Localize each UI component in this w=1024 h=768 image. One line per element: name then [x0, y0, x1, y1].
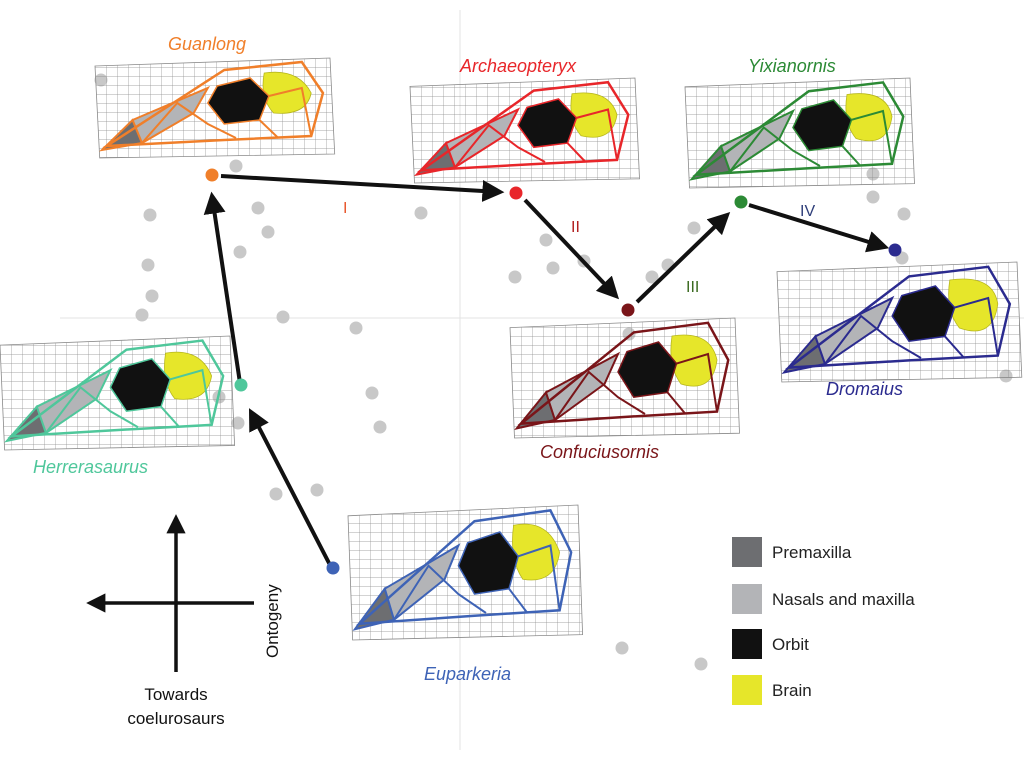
arrow-step-I — [220, 174, 505, 202]
taxon-points — [205, 168, 902, 575]
grey-specimen-point — [135, 308, 149, 322]
legend-swatch-brain — [732, 675, 762, 705]
grey-specimen-point — [546, 261, 560, 275]
skull-guanlong — [94, 57, 336, 159]
point-euparkeria — [326, 561, 340, 575]
legend-label-nasals-maxilla: Nasals and maxilla — [772, 590, 915, 609]
direction-key: Ontogeny Towards coelurosaurs — [86, 514, 282, 728]
grey-specimen-point — [229, 159, 243, 173]
grey-specimen-point — [687, 221, 701, 235]
label-dromaius: Dromaius — [826, 379, 903, 399]
ontogeny-label: Ontogeny — [263, 584, 282, 658]
grey-specimen-point — [143, 208, 157, 222]
label-archaeopteryx: Archaeopteryx — [459, 56, 577, 76]
step-label-II: II — [571, 219, 580, 236]
grey-specimen-point — [508, 270, 522, 284]
point-archaeopteryx — [509, 186, 523, 200]
grey-specimen-point — [615, 641, 629, 655]
grey-specimen-point — [233, 245, 247, 259]
skull-euparkeria — [347, 504, 584, 641]
grey-specimen-point — [373, 420, 387, 434]
legend: Premaxilla Nasals and maxilla Orbit Brai… — [732, 537, 915, 705]
arrow-step-II — [523, 198, 620, 300]
grey-specimen-point — [866, 190, 880, 204]
step-label-IV: IV — [800, 203, 815, 220]
point-confuciusornis — [621, 303, 635, 317]
skull-herrerasaurus — [0, 335, 236, 451]
step-label-III: III — [686, 279, 699, 296]
grey-specimen-point — [897, 207, 911, 221]
grey-specimen-point — [365, 386, 379, 400]
grey-specimen-point — [276, 310, 290, 324]
grey-specimen-point — [645, 270, 659, 284]
skull-archaeopteryx — [409, 77, 640, 184]
grey-specimen-point — [349, 321, 363, 335]
grey-specimen-point — [269, 487, 283, 501]
label-yixianornis: Yixianornis — [748, 56, 836, 76]
grey-specimen-point — [539, 233, 553, 247]
grey-specimen-point — [251, 201, 265, 215]
skull-confuciusornis — [509, 317, 740, 439]
taxon-labels: Guanlong Archaeopteryx Yixianornis Confu… — [33, 34, 903, 684]
label-confuciusornis: Confuciusornis — [540, 442, 659, 462]
skull-yixianornis — [684, 77, 915, 189]
label-herrerasaurus: Herrerasaurus — [33, 457, 148, 477]
grey-specimen-point — [231, 416, 245, 430]
point-herrerasaurus — [234, 378, 248, 392]
step-labels: I II III IV — [343, 200, 815, 296]
arrow-step-III — [635, 211, 731, 304]
point-yixianornis — [734, 195, 748, 209]
skull-dromaius — [776, 261, 1023, 383]
coelurosaurs-label: coelurosaurs — [127, 709, 224, 728]
point-dromaius — [888, 243, 902, 257]
legend-label-orbit: Orbit — [772, 635, 809, 654]
grey-specimen-point — [694, 657, 708, 671]
towards-label: Towards — [144, 685, 207, 704]
grey-specimen-point — [261, 225, 275, 239]
legend-label-premaxilla: Premaxilla — [772, 543, 852, 562]
arrow-step-IV — [748, 203, 890, 253]
legend-swatch-orbit — [732, 629, 762, 659]
grey-specimen-point — [141, 258, 155, 272]
step-label-I: I — [343, 200, 347, 217]
legend-label-brain: Brain — [772, 681, 812, 700]
label-euparkeria: Euparkeria — [424, 664, 511, 684]
point-guanlong — [205, 168, 219, 182]
legend-swatch-premaxilla — [732, 537, 762, 567]
grey-specimen-point — [414, 206, 428, 220]
legend-swatch-nasals-maxilla — [732, 584, 762, 614]
label-guanlong: Guanlong — [168, 34, 246, 54]
grey-specimen-point — [310, 483, 324, 497]
skull-reconstructions — [0, 57, 1023, 641]
arrow-euparkeria-to-herrerasaurus — [248, 408, 332, 566]
arrow-herrerasaurus-to-guanlong — [203, 191, 242, 384]
grey-specimen-point — [145, 289, 159, 303]
trajectory-arrows — [203, 174, 890, 566]
